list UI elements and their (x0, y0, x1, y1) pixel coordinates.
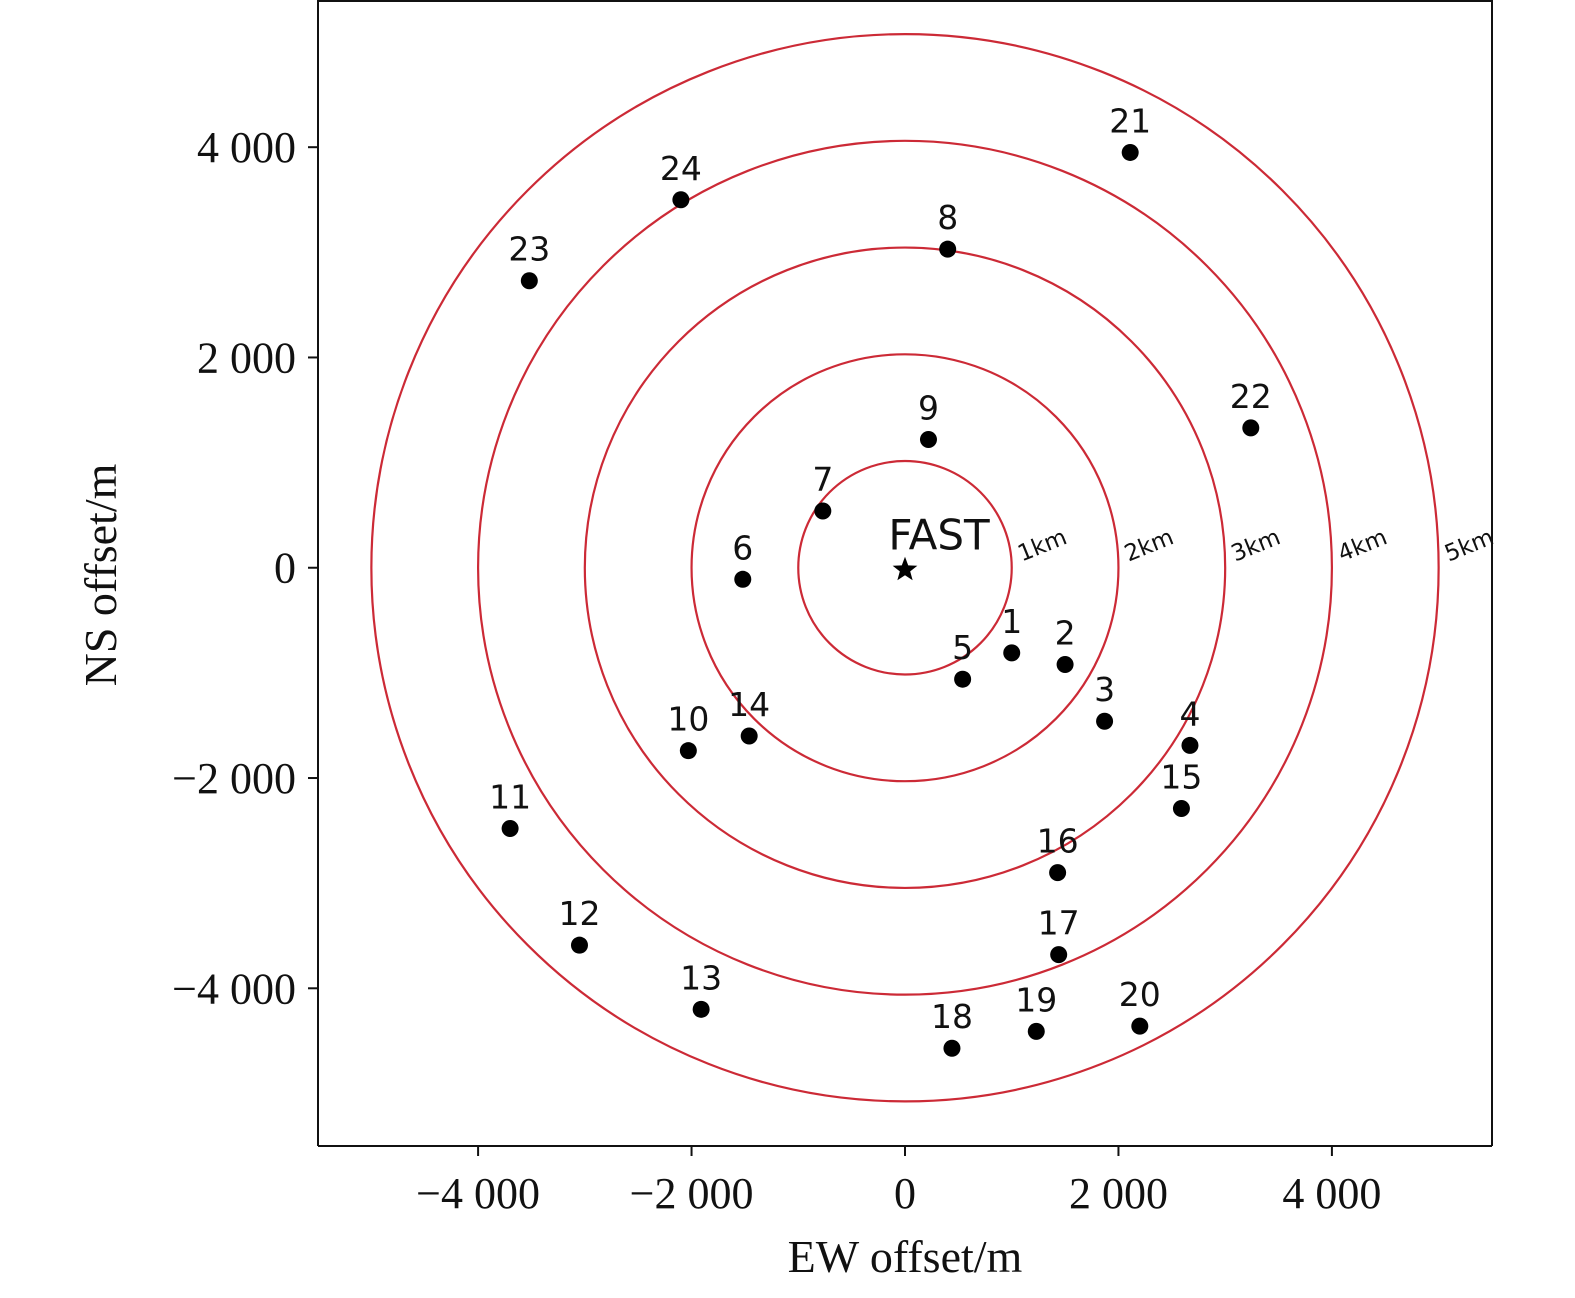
point-label-9: 9 (918, 388, 939, 427)
point-label-22: 22 (1230, 377, 1272, 416)
star-icon (892, 556, 918, 581)
point-15 (1172, 800, 1190, 818)
axes-layer: −4 000 −2 000 0 2 000 4 000 −4 000 −2 000 0 2 00… (172, 0, 1493, 1218)
x-tick-label-3: 2 000 (1069, 1169, 1168, 1218)
ring-label-3: 3km (1228, 524, 1284, 567)
point-13 (692, 1000, 710, 1018)
point-label-24: 24 (660, 149, 702, 188)
y-tick-label-2: 0 (274, 544, 296, 593)
point-4 (1181, 736, 1199, 754)
point-label-23: 23 (508, 230, 550, 269)
point-9 (919, 430, 937, 448)
point-label-2: 2 (1055, 613, 1076, 652)
point-11 (501, 819, 519, 837)
ring-3 (583, 246, 1227, 890)
point-7 (814, 502, 832, 520)
point-22 (1242, 419, 1260, 437)
point-10 (679, 742, 697, 760)
point-8 (939, 240, 957, 258)
rings-layer: 1km 2km 3km 4km 5km (370, 33, 1498, 1103)
point-23 (520, 272, 538, 290)
x-tick-label-4: 4 000 (1282, 1169, 1381, 1218)
ring-4 (476, 139, 1334, 996)
point-label-14: 14 (728, 685, 770, 724)
ring-label-1: 1km (1014, 524, 1070, 567)
point-2 (1056, 655, 1074, 673)
x-tick-label-0: −4 000 (416, 1169, 540, 1218)
point-label-19: 19 (1015, 980, 1057, 1019)
point-label-4: 4 (1179, 694, 1200, 733)
y-tick-label-0: −4 000 (172, 964, 296, 1013)
y-tick-label-1: −2 000 (172, 754, 296, 803)
point-label-12: 12 (558, 894, 600, 933)
point-16 (1049, 864, 1067, 882)
point-label-16: 16 (1037, 822, 1079, 861)
x-tick-label-1: −2 000 (630, 1169, 754, 1218)
point-20 (1131, 1017, 1149, 1035)
point-1 (1003, 644, 1021, 662)
ring-2 (690, 353, 1120, 783)
point-6 (734, 570, 752, 588)
point-17 (1050, 946, 1068, 964)
ring-label-5: 5km (1441, 524, 1497, 567)
point-label-10: 10 (667, 700, 709, 739)
point-14 (740, 727, 758, 745)
point-label-6: 6 (732, 528, 753, 567)
point-3 (1096, 712, 1114, 730)
point-21 (1121, 143, 1139, 161)
point-12 (570, 936, 588, 954)
point-5 (954, 670, 972, 688)
point-label-5: 5 (952, 628, 973, 667)
ring-label-4: 4km (1334, 524, 1390, 567)
point-label-7: 7 (812, 460, 833, 499)
point-19 (1027, 1022, 1045, 1040)
point-label-20: 20 (1119, 975, 1161, 1014)
x-tick-label-2: 0 (894, 1169, 916, 1218)
center-label: FAST (888, 511, 990, 560)
point-label-11: 11 (489, 777, 531, 816)
point-24 (672, 191, 690, 209)
ring-label-2: 2km (1121, 524, 1177, 567)
x-axis-title: EW offset/m (788, 1231, 1023, 1282)
point-label-1: 1 (1001, 602, 1022, 641)
point-label-18: 18 (931, 997, 973, 1036)
y-axis-title: NS offset/m (75, 463, 126, 686)
ring-1 (797, 459, 1013, 676)
point-18 (943, 1039, 961, 1057)
y-tick-label-3: 2 000 (197, 333, 296, 382)
ring-5 (370, 33, 1440, 1103)
y-tick-label-4: 4 000 (197, 123, 296, 172)
point-label-3: 3 (1094, 670, 1115, 709)
point-label-13: 13 (680, 958, 722, 997)
point-label-8: 8 (937, 198, 958, 237)
point-label-17: 17 (1038, 904, 1080, 943)
point-label-15: 15 (1160, 758, 1202, 797)
point-label-21: 21 (1109, 101, 1151, 140)
